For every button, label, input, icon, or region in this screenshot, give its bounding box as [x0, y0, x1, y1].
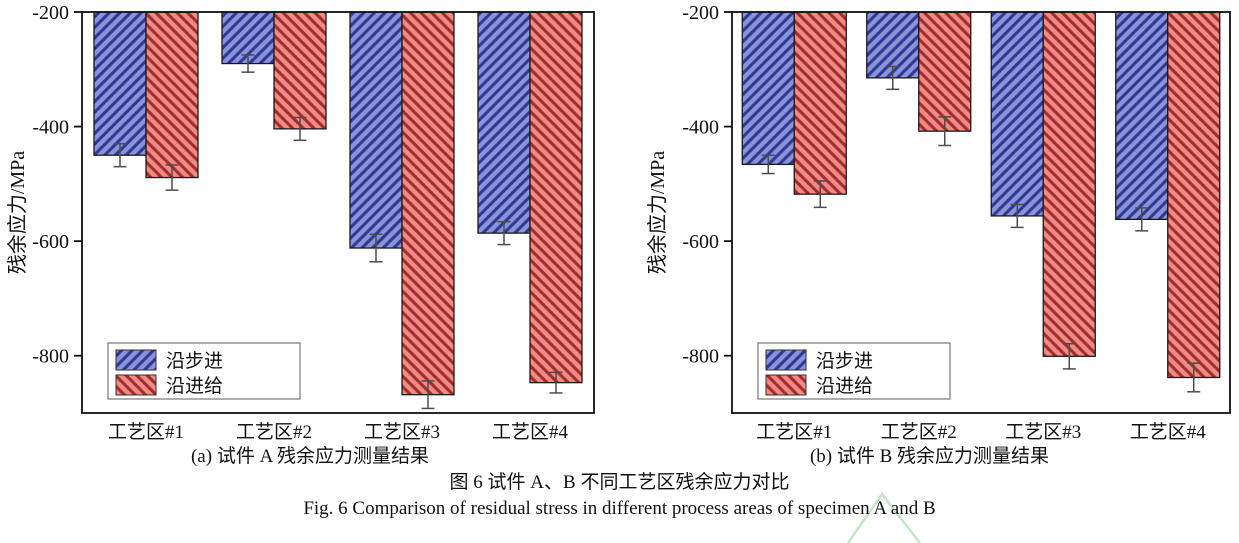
error-bar-panel-a-series-1-cat-2 — [241, 54, 255, 73]
bar-panel-a-series-1-cat-1 — [93, 11, 147, 156]
error-bar-panel-a-series-2-cat-3 — [421, 380, 435, 410]
error-bar-panel-b-series-1-cat-4 — [1135, 207, 1149, 232]
y-tick-label-panel-b-400: -400 — [682, 117, 719, 139]
error-bar-panel-a-series-2-cat-2 — [293, 116, 307, 142]
bar-panel-b-series-2-cat-2 — [918, 11, 972, 132]
bar-panel-a-series-1-cat-4 — [477, 11, 531, 234]
legend-swatch-panel-b-series-2 — [765, 374, 807, 396]
y-axis-title-panel-a: 残余应力/MPa — [6, 151, 29, 274]
plot-border-panel-b — [731, 11, 1231, 414]
error-bar-panel-b-series-2-cat-2 — [938, 116, 952, 147]
error-bar-panel-b-series-2-cat-4 — [1187, 362, 1201, 393]
legend-swatch-panel-a-series-1 — [115, 349, 157, 371]
bar-chart-specimen-a: -200 -400 -600 -800 残余应力/MPa 工艺区#1 工艺区#2 工艺区#3 工… — [6, 2, 595, 443]
bar-panel-a-series-2-cat-4 — [529, 11, 583, 384]
figure-title-chinese: 图 6 试件 A、B 不同工艺区残余应力对比 — [449, 472, 790, 493]
plot-border-panel-a — [81, 11, 595, 414]
y-tick-label-panel-b-200: -200 — [682, 2, 719, 24]
error-bar-panel-b-series-2-cat-1 — [813, 180, 827, 209]
figure-title-english: Fig. 6 Comparison of residual stress in … — [303, 498, 936, 519]
error-bar-panel-a-series-1-cat-1 — [113, 143, 127, 168]
y-axis-title-panel-b: 残余应力/MPa — [646, 151, 669, 274]
bar-panel-b-series-2-cat-4 — [1167, 11, 1221, 379]
x-tick-label-panel-b-cat-4: 工艺区#4 — [1130, 421, 1207, 443]
x-tick-label-panel-b-cat-1: 工艺区#1 — [756, 421, 832, 443]
bar-panel-b-series-1-cat-1 — [741, 11, 795, 166]
y-tick-label-panel-a-800: -800 — [32, 346, 69, 368]
bar-panel-b-series-2-cat-3 — [1042, 11, 1096, 357]
error-bar-panel-b-series-1-cat-1 — [761, 154, 775, 175]
x-tick-label-panel-a-cat-2: 工艺区#2 — [236, 421, 312, 443]
error-bar-panel-b-series-2-cat-3 — [1062, 342, 1076, 370]
x-tick-label-panel-b-cat-2: 工艺区#2 — [881, 421, 957, 443]
caption-panel-a: (a) 试件 A 残余应力测量结果 — [190, 446, 429, 467]
legend-label-panel-a-series-2: 沿进给 — [166, 375, 223, 397]
error-bar-panel-b-series-1-cat-3 — [1010, 203, 1024, 229]
x-tick-label-panel-a-cat-1: 工艺区#1 — [108, 421, 184, 443]
y-tick-label-panel-a-600: -600 — [32, 231, 69, 253]
legend-label-panel-b-series-2: 沿进给 — [816, 375, 873, 397]
bar-chart-specimen-b: -200 -400 -600 -800 残余应力/MPa 工艺区#1 工艺区#2 工艺区#3 工… — [646, 2, 1231, 443]
x-tick-label-panel-a-cat-3: 工艺区#3 — [364, 421, 440, 443]
legend-swatch-panel-a-series-2 — [115, 374, 157, 396]
bar-panel-a-series-2-cat-1 — [145, 11, 199, 179]
y-tick-label-panel-a-200: -200 — [32, 2, 69, 24]
bar-panel-b-series-1-cat-4 — [1115, 11, 1169, 221]
bar-panel-a-series-2-cat-3 — [401, 11, 455, 396]
y-tick-label-panel-b-800: -800 — [682, 346, 719, 368]
bar-panel-b-series-1-cat-3 — [990, 11, 1044, 217]
error-bar-panel-b-series-1-cat-2 — [886, 65, 900, 91]
bar-panel-a-series-2-cat-2 — [273, 11, 327, 130]
legend-label-panel-b-series-1: 沿步进 — [816, 350, 873, 372]
bar-panel-b-series-2-cat-1 — [793, 11, 847, 195]
legend-label-panel-a-series-1: 沿步进 — [166, 350, 223, 372]
error-bar-panel-a-series-1-cat-4 — [497, 220, 511, 246]
x-tick-label-panel-a-cat-4: 工艺区#4 — [492, 421, 569, 443]
legend-swatch-panel-b-series-1 — [765, 349, 807, 371]
error-bar-panel-a-series-2-cat-4 — [549, 371, 563, 394]
error-bar-panel-a-series-1-cat-3 — [369, 233, 383, 263]
x-tick-label-panel-b-cat-3: 工艺区#3 — [1005, 421, 1081, 443]
caption-panel-b: (b) 试件 B 残余应力测量结果 — [809, 446, 1050, 467]
y-tick-label-panel-b-600: -600 — [682, 231, 719, 253]
bar-panel-a-series-1-cat-3 — [349, 11, 403, 249]
error-bar-panel-a-series-2-cat-1 — [165, 164, 179, 191]
y-tick-label-panel-a-400: -400 — [32, 117, 69, 139]
